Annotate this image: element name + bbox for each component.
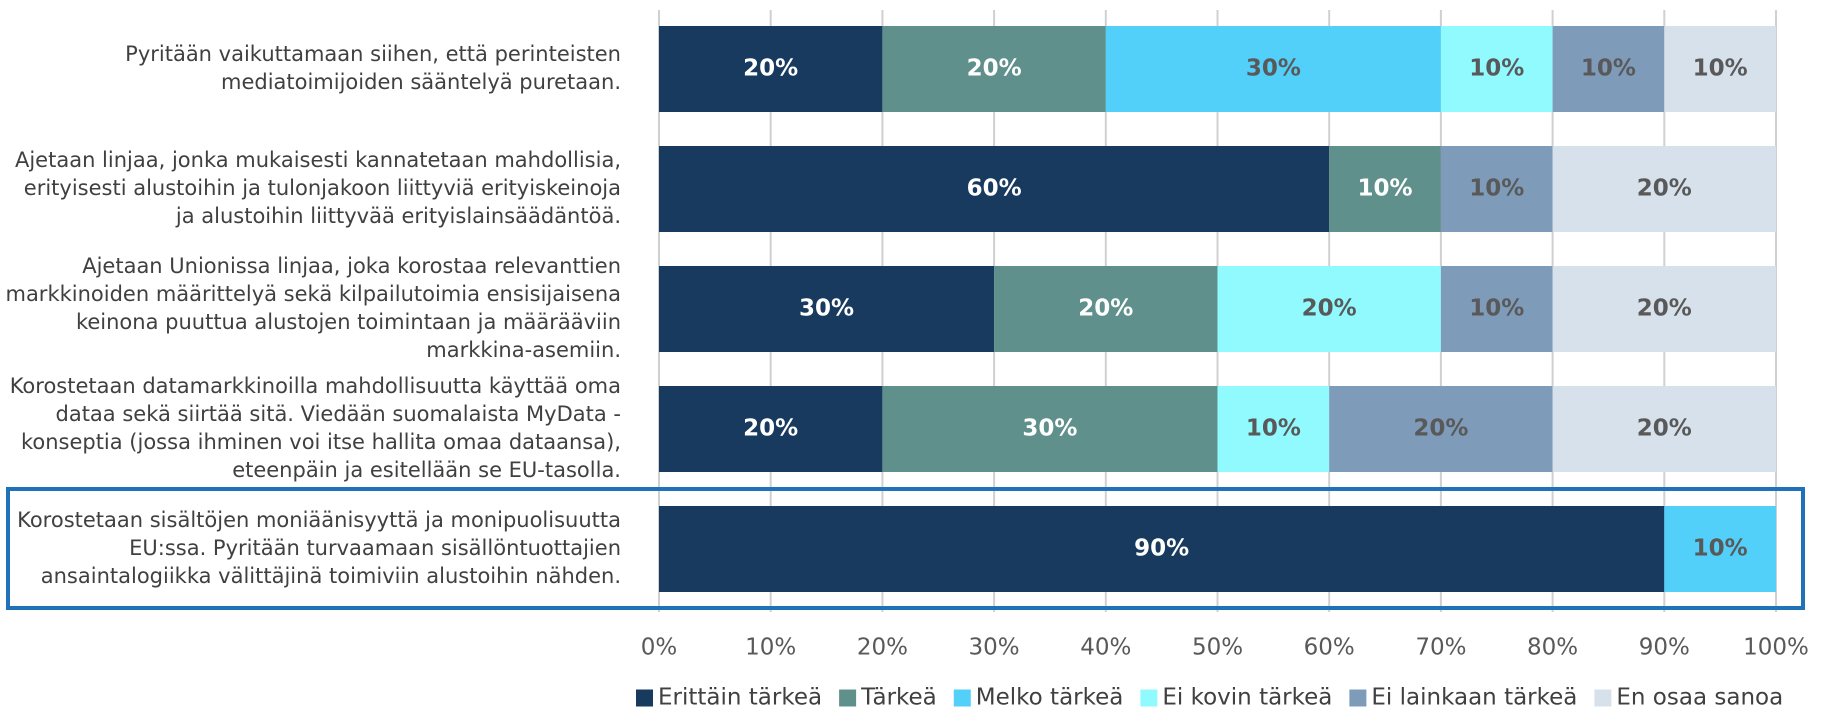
value-label: 20% [1637,296,1692,322]
category-label: markkina-asemiin. [426,338,621,362]
category-label: ansaintalogiikka välittäjinä toimiviin a… [41,564,621,588]
value-label: 60% [967,176,1022,202]
legend-label: Ei kovin tärkeä [1162,685,1332,711]
category-label: konseptia (jossa ihminen voi itse hallit… [21,430,621,454]
x-tick-label: 30% [969,635,1020,661]
bar-segment [1217,386,1330,472]
bar-segment [659,26,883,112]
bar-segment [1552,266,1776,352]
legend-swatch [636,689,653,707]
legend-label: En osaa sanoa [1616,685,1783,711]
category-label: Pyritään vaikuttamaan siihen, että perin… [125,42,621,66]
legend-label: Erittäin tärkeä [658,685,822,711]
legend-swatch [1349,689,1367,707]
bar-segment [1552,146,1776,232]
bar-segment [1440,26,1553,112]
value-label: 20% [1637,416,1692,442]
highlight-box [6,487,1805,610]
category-label: Korostetaan datamarkkinoilla mahdollisuu… [10,374,621,398]
x-tick-label: 10% [745,635,796,661]
value-label: 30% [1246,56,1301,82]
value-label: 10% [1469,176,1524,202]
value-label: 20% [1637,176,1692,202]
category-label: Korostetaan sisältöjen moniäänisyyttä ja… [17,508,621,532]
x-tick-label: 0% [641,635,678,661]
x-tick-label: 80% [1527,635,1578,661]
legend-swatch [1594,689,1612,707]
x-tick-label: 100% [1743,635,1809,661]
value-label: 30% [799,296,854,322]
bar-segment [659,386,883,472]
legend-label: Melko tärkeä [976,685,1124,711]
value-label: 10% [1581,56,1636,82]
x-tick-label: 50% [1192,635,1243,661]
x-tick-label: 60% [1304,635,1355,661]
bar-segment [1664,26,1776,112]
legend-swatch [1140,689,1158,707]
legend-swatch [839,689,857,707]
x-tick-label: 40% [1080,635,1131,661]
bar-segment [1664,506,1776,592]
category-label: EU:ssa. Pyritään turvaamaan sisällöntuot… [129,536,621,560]
bar-segment [1552,386,1776,472]
bar-segment [1440,266,1553,352]
legend-label: Ei lainkaan tärkeä [1371,685,1577,711]
bar-segment [1217,266,1441,352]
category-label: markkinoiden määrittelyä sekä kilpailuto… [5,282,621,306]
x-tick-label: 70% [1415,635,1466,661]
category-label: erityisesti alustoihin ja tulonjakoon li… [24,176,621,200]
value-label: 20% [1078,296,1133,322]
legend-label: Tärkeä [860,685,937,711]
bar-segment [882,26,1106,112]
value-label: 30% [1022,416,1077,442]
value-label: 10% [1693,56,1748,82]
bar-segment [1440,146,1553,232]
value-label: 20% [743,56,798,82]
category-label: dataa sekä siirtää sitä. Viedään suomala… [56,402,622,426]
bar-segment [1329,146,1441,232]
category-label: eteenpäin ja esitellään se EU-tasolla. [232,458,621,482]
category-label: mediatoimijoiden sääntelyä puretaan. [221,70,621,94]
x-tick-label: 20% [857,635,908,661]
bar-segment [1329,386,1553,472]
bar-segment [659,146,1330,232]
legend-swatch [953,689,971,707]
bar-segment [659,266,995,352]
value-label: 10% [1358,176,1413,202]
category-label: keinona puuttua alustojen toimintaan ja … [76,310,621,334]
value-label: 10% [1469,56,1524,82]
bar-segment [1552,26,1665,112]
value-label: 20% [743,416,798,442]
value-label: 20% [1413,416,1468,442]
bar-segment [882,386,1218,472]
value-label: 90% [1134,536,1189,562]
value-label: 10% [1246,416,1301,442]
x-tick-label: 90% [1639,635,1690,661]
bar-segment [1105,26,1441,112]
value-label: 10% [1693,536,1748,562]
value-label: 20% [967,56,1022,82]
bar-segment [659,506,1665,592]
category-label: Ajetaan linjaa, jonka mukaisesti kannate… [15,148,621,172]
value-label: 20% [1302,296,1357,322]
category-label: Ajetaan Unionissa linjaa, joka korostaa … [82,254,621,278]
value-label: 10% [1469,296,1524,322]
bar-segment [994,266,1218,352]
category-label: ja alustoihin liittyvää erityislainsäädä… [175,204,621,228]
